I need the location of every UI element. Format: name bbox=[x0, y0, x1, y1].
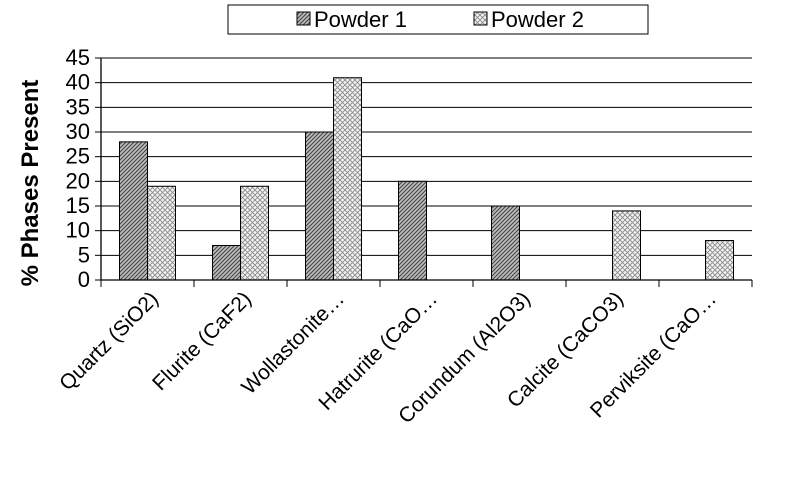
x-tick-label: Quartz (SiO2) bbox=[55, 287, 163, 395]
y-tick-label: 5 bbox=[78, 242, 90, 267]
legend-swatch bbox=[296, 11, 311, 26]
legend-swatch bbox=[473, 11, 488, 26]
bar-powder-1-4 bbox=[491, 205, 520, 281]
bar-powder-2-5 bbox=[612, 210, 641, 281]
bar-powder-1-1 bbox=[212, 244, 241, 281]
bar-powder-1-0 bbox=[119, 141, 148, 281]
y-axis-label: % Phases Present bbox=[17, 80, 44, 287]
bar-powder-2-1 bbox=[240, 185, 269, 281]
y-tick-label: 20 bbox=[66, 168, 90, 193]
y-tick-label: 25 bbox=[66, 144, 90, 169]
x-tick-labels: Quartz (SiO2)Flurite (CaF2)Wollastonite…… bbox=[55, 287, 721, 428]
bar-powder-2-6 bbox=[705, 240, 734, 281]
bar-powder-1-2 bbox=[305, 131, 334, 281]
y-tick-label: 30 bbox=[66, 119, 90, 144]
legend-label: Powder 1 bbox=[314, 7, 407, 32]
bar-powder-2-2 bbox=[333, 77, 362, 281]
legend-box bbox=[227, 4, 649, 35]
y-tick-label: 35 bbox=[66, 94, 90, 119]
y-tick-label: 10 bbox=[66, 218, 90, 243]
y-tick-label: 15 bbox=[66, 193, 90, 218]
axes bbox=[100, 58, 753, 287]
bar-powder-1-3 bbox=[398, 180, 427, 281]
bars bbox=[119, 77, 734, 281]
y-tick-label: 40 bbox=[66, 70, 90, 95]
bar-powder-2-0 bbox=[147, 185, 176, 281]
y-tick-label: 45 bbox=[66, 45, 90, 70]
y-tick-label: 0 bbox=[78, 267, 90, 292]
legend-label: Powder 2 bbox=[491, 7, 584, 32]
legend: Powder 1 Powder 2 bbox=[227, 4, 649, 35]
